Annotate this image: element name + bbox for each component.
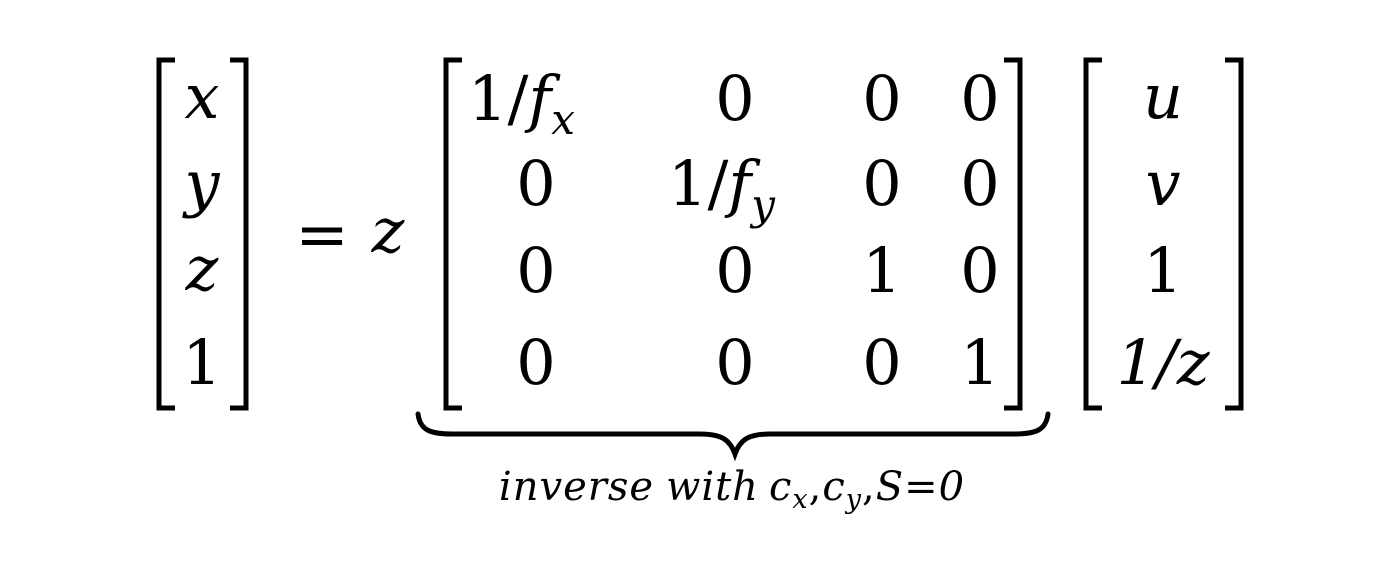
matrix-cell: 0 — [516, 326, 555, 399]
matrix-cell-2-2: 1/fy — [668, 147, 776, 229]
matrix-cell: 1 — [960, 326, 999, 399]
matrix-cell: 0 — [715, 62, 754, 135]
lhs-entry: x — [185, 60, 220, 133]
matrix-right-bracket — [1004, 57, 1023, 411]
lhs-right-bracket — [230, 57, 249, 411]
matrix-cell: 0 — [862, 147, 901, 220]
equals-sign: = — [295, 198, 349, 272]
rhs-entry: 1/z — [1117, 326, 1210, 399]
underbrace-label: inverse with cx,cy,S=0 — [499, 464, 965, 515]
svg-text:1/fy: 1/fy — [668, 147, 776, 229]
matrix-left-bracket — [443, 57, 462, 411]
matrix-cell: 0 — [862, 62, 901, 135]
lhs-left-bracket — [156, 57, 175, 411]
matrix-cell: 0 — [960, 147, 999, 220]
lhs-entry: z — [185, 232, 219, 305]
matrix-cell: 0 — [516, 234, 555, 307]
rhs-right-bracket — [1225, 57, 1244, 411]
underbrace — [415, 411, 1051, 462]
rhs-entry: v — [1145, 147, 1180, 220]
lhs-entry: y — [181, 147, 220, 220]
matrix-cell: 0 — [516, 147, 555, 220]
svg-text:1/fx: 1/fx — [468, 62, 575, 144]
matrix-cell: 0 — [862, 326, 901, 399]
scalar-z: z — [371, 194, 405, 267]
matrix-cell: 0 — [715, 234, 754, 307]
rhs-left-bracket — [1083, 57, 1102, 411]
matrix-cell-1-1: 1/fx — [468, 62, 575, 144]
matrix-cell: 1 — [862, 234, 901, 307]
lhs-entry: 1 — [182, 326, 221, 399]
rhs-entry: u — [1143, 60, 1183, 133]
matrix-cell: 0 — [960, 234, 999, 307]
rhs-entry: 1 — [1143, 234, 1182, 307]
matrix-cell: 0 — [715, 326, 754, 399]
matrix-cell: 0 — [960, 62, 999, 135]
